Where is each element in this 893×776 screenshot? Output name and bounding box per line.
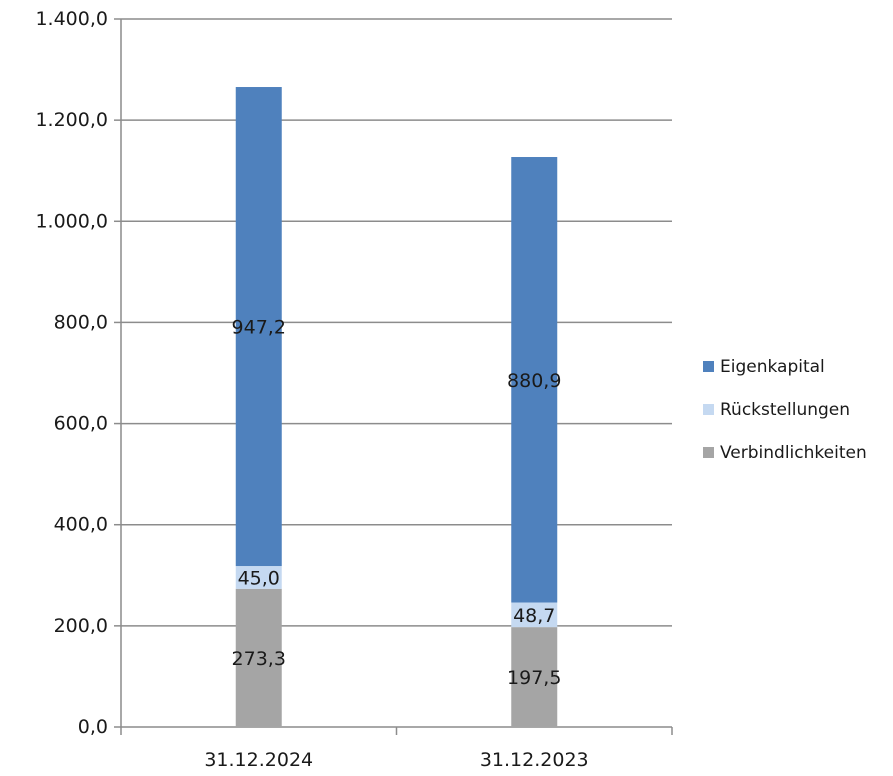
y-tick-label: 1.200,0	[35, 109, 108, 131]
bar-segment	[235, 566, 282, 589]
bars	[235, 87, 558, 727]
bar-segment	[511, 602, 558, 628]
data-label: 45,0	[238, 567, 280, 589]
axes: 0,0 200,0 400,0 600,0 800,0 1.000,0 1.200,0 1.4…	[35, 8, 673, 771]
legend-label: Verbindlichkeiten	[720, 443, 867, 463]
legend-swatch	[703, 404, 714, 415]
legend-swatch	[703, 361, 714, 372]
data-label: 48,7	[513, 605, 555, 627]
legend: Eigenkapital Rückstellungen Verbindlichkei…	[703, 357, 867, 463]
legend-label: Rückstellungen	[720, 400, 850, 420]
y-tick-label: 600,0	[54, 413, 108, 435]
data-label: 947,2	[232, 317, 286, 339]
bar-segment	[511, 627, 558, 727]
y-tick-label: 1.000,0	[35, 210, 108, 232]
bar-segment	[511, 157, 558, 603]
y-tick-label: 0,0	[78, 716, 108, 738]
y-tick-label: 400,0	[54, 514, 108, 536]
y-tick-label: 200,0	[54, 615, 108, 637]
data-label: 197,5	[507, 667, 561, 689]
x-category-label: 31.12.2024	[204, 749, 313, 771]
y-tick-label: 800,0	[54, 311, 108, 333]
gridlines	[121, 18, 672, 627]
bar-segment	[235, 87, 282, 567]
data-label: 273,3	[232, 648, 286, 670]
legend-label: Eigenkapital	[720, 357, 825, 377]
data-label: 880,9	[507, 370, 561, 392]
x-category-label: 31.12.2023	[480, 749, 589, 771]
legend-swatch	[703, 447, 714, 458]
y-tick-label: 1.400,0	[35, 8, 108, 30]
bar-segment	[235, 588, 282, 727]
data-labels: 273,3 45,0 947,2 197,5 48,7 880,9	[232, 317, 562, 690]
